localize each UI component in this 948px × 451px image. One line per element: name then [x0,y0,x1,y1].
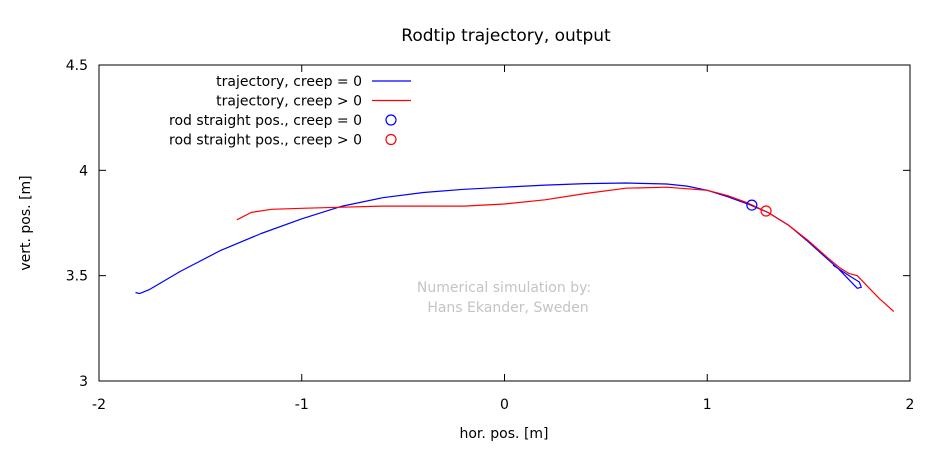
x-tick-label: 0 [500,397,509,413]
series-line-0 [135,182,862,295]
legend-label: rod straight pos., creep > 0 [169,133,362,149]
x-axis-label: hor. pos. [m] [459,426,548,442]
y-axis-label: vert. pos. [m] [18,175,34,270]
series-marker-3 [760,205,772,217]
y-tick-label: 3.5 [66,269,88,285]
legend-swatch-marker [385,133,397,146]
legend: trajectory, creep = 0 trajectory, creep >… [169,74,411,149]
x-tick-label: -1 [295,397,309,413]
y-tick-label: 3 [79,374,88,390]
credit-annotation-line-2: Hans Ekander, Sweden [427,300,588,316]
legend-swatch-marker [385,114,397,126]
legend-label: trajectory, creep > 0 [216,94,362,110]
x-tick-label: 2 [906,397,915,413]
chart-title: Rodtip trajectory, output [401,26,611,46]
x-tick-label: -2 [92,397,106,413]
axis-ticks [98,64,911,382]
series-marker-2 [746,199,758,211]
credit-annotation-line-1: Numerical simulation by: [417,280,591,296]
y-tick-label: 4.5 [66,58,88,74]
x-tick-label: 1 [703,397,712,413]
series-line-1 [236,186,895,312]
tick-labels: -2 -1 0 1 2 3 3.5 4 4.5 [66,58,915,413]
legend-label: trajectory, creep = 0 [216,74,362,90]
legend-label: rod straight pos., creep = 0 [169,113,362,129]
series-layer [135,182,895,312]
y-tick-label: 4 [79,163,88,179]
